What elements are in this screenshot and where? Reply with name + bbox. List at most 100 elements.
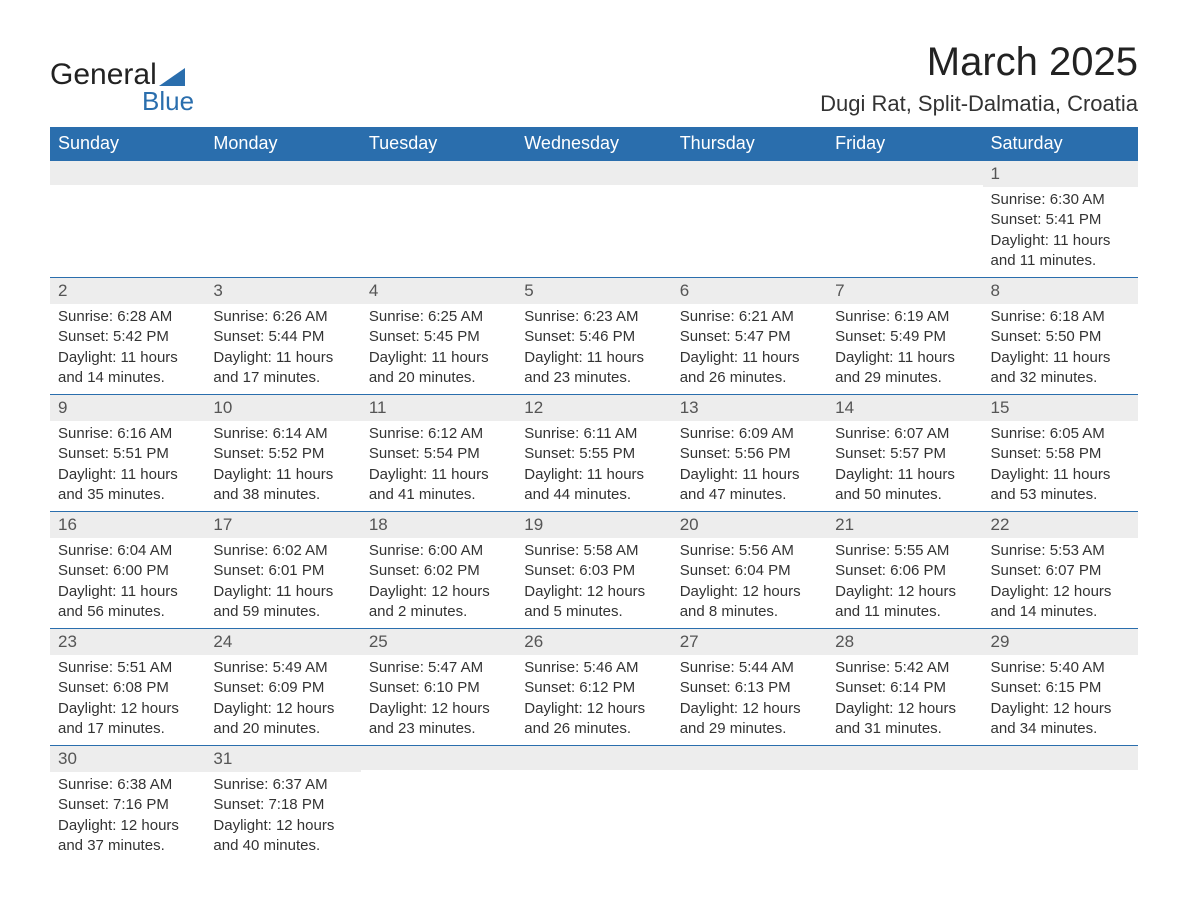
sunset-line: Sunset: 5:58 PM bbox=[991, 444, 1130, 464]
calendar-cell: 10Sunrise: 6:14 AMSunset: 5:52 PMDayligh… bbox=[205, 395, 360, 512]
sunrise-line: Sunrise: 6:30 AM bbox=[991, 190, 1130, 210]
daylight-line: Daylight: 11 hours and 59 minutes. bbox=[213, 582, 352, 623]
col-wednesday: Wednesday bbox=[516, 127, 671, 161]
calendar-cell: 2Sunrise: 6:28 AMSunset: 5:42 PMDaylight… bbox=[50, 278, 205, 395]
sunset-line: Sunset: 7:16 PM bbox=[58, 795, 197, 815]
calendar-cell: 20Sunrise: 5:56 AMSunset: 6:04 PMDayligh… bbox=[672, 512, 827, 629]
sunset-line: Sunset: 5:45 PM bbox=[369, 327, 508, 347]
day-number: 6 bbox=[672, 278, 827, 304]
calendar-cell: 4Sunrise: 6:25 AMSunset: 5:45 PMDaylight… bbox=[361, 278, 516, 395]
sunrise-line: Sunrise: 6:00 AM bbox=[369, 541, 508, 561]
day-content bbox=[50, 185, 205, 194]
day-content: Sunrise: 6:07 AMSunset: 5:57 PMDaylight:… bbox=[827, 421, 982, 511]
day-content bbox=[827, 185, 982, 194]
day-number bbox=[672, 746, 827, 770]
day-number: 19 bbox=[516, 512, 671, 538]
sunset-line: Sunset: 6:04 PM bbox=[680, 561, 819, 581]
day-number: 13 bbox=[672, 395, 827, 421]
daylight-line: Daylight: 12 hours and 2 minutes. bbox=[369, 582, 508, 623]
brand-triangle-icon bbox=[159, 68, 185, 86]
day-content: Sunrise: 6:14 AMSunset: 5:52 PMDaylight:… bbox=[205, 421, 360, 511]
calendar-cell: 9Sunrise: 6:16 AMSunset: 5:51 PMDaylight… bbox=[50, 395, 205, 512]
daylight-line: Daylight: 11 hours and 44 minutes. bbox=[524, 465, 663, 506]
day-number: 27 bbox=[672, 629, 827, 655]
calendar-cell: 13Sunrise: 6:09 AMSunset: 5:56 PMDayligh… bbox=[672, 395, 827, 512]
day-number bbox=[361, 746, 516, 770]
day-content: Sunrise: 5:44 AMSunset: 6:13 PMDaylight:… bbox=[672, 655, 827, 745]
calendar-cell: 17Sunrise: 6:02 AMSunset: 6:01 PMDayligh… bbox=[205, 512, 360, 629]
day-content: Sunrise: 6:25 AMSunset: 5:45 PMDaylight:… bbox=[361, 304, 516, 394]
daylight-line: Daylight: 11 hours and 56 minutes. bbox=[58, 582, 197, 623]
day-content: Sunrise: 5:55 AMSunset: 6:06 PMDaylight:… bbox=[827, 538, 982, 628]
day-number: 9 bbox=[50, 395, 205, 421]
sunset-line: Sunset: 6:07 PM bbox=[991, 561, 1130, 581]
day-content: Sunrise: 6:18 AMSunset: 5:50 PMDaylight:… bbox=[983, 304, 1138, 394]
sunset-line: Sunset: 6:00 PM bbox=[58, 561, 197, 581]
day-number: 7 bbox=[827, 278, 982, 304]
calendar-cell: 18Sunrise: 6:00 AMSunset: 6:02 PMDayligh… bbox=[361, 512, 516, 629]
sunrise-line: Sunrise: 5:58 AM bbox=[524, 541, 663, 561]
sunrise-line: Sunrise: 6:16 AM bbox=[58, 424, 197, 444]
day-number: 24 bbox=[205, 629, 360, 655]
daylight-line: Daylight: 11 hours and 53 minutes. bbox=[991, 465, 1130, 506]
daylight-line: Daylight: 11 hours and 20 minutes. bbox=[369, 348, 508, 389]
sunset-line: Sunset: 6:01 PM bbox=[213, 561, 352, 581]
calendar-cell: 27Sunrise: 5:44 AMSunset: 6:13 PMDayligh… bbox=[672, 629, 827, 746]
calendar-cell bbox=[983, 746, 1138, 863]
sunrise-line: Sunrise: 6:07 AM bbox=[835, 424, 974, 444]
daylight-line: Daylight: 12 hours and 17 minutes. bbox=[58, 699, 197, 740]
calendar-cell bbox=[361, 746, 516, 863]
sunrise-line: Sunrise: 5:55 AM bbox=[835, 541, 974, 561]
day-content: Sunrise: 5:51 AMSunset: 6:08 PMDaylight:… bbox=[50, 655, 205, 745]
day-number bbox=[827, 161, 982, 185]
col-tuesday: Tuesday bbox=[361, 127, 516, 161]
daylight-line: Daylight: 11 hours and 29 minutes. bbox=[835, 348, 974, 389]
day-number: 3 bbox=[205, 278, 360, 304]
calendar-cell: 16Sunrise: 6:04 AMSunset: 6:00 PMDayligh… bbox=[50, 512, 205, 629]
sunset-line: Sunset: 5:46 PM bbox=[524, 327, 663, 347]
sunrise-line: Sunrise: 6:05 AM bbox=[991, 424, 1130, 444]
sunrise-line: Sunrise: 5:49 AM bbox=[213, 658, 352, 678]
sunset-line: Sunset: 5:47 PM bbox=[680, 327, 819, 347]
brand-name-part2: Blue bbox=[142, 86, 194, 117]
day-content bbox=[672, 770, 827, 779]
sunset-line: Sunset: 6:08 PM bbox=[58, 678, 197, 698]
calendar-cell: 3Sunrise: 6:26 AMSunset: 5:44 PMDaylight… bbox=[205, 278, 360, 395]
daylight-line: Daylight: 12 hours and 14 minutes. bbox=[991, 582, 1130, 623]
calendar-cell bbox=[672, 746, 827, 863]
calendar-cell: 21Sunrise: 5:55 AMSunset: 6:06 PMDayligh… bbox=[827, 512, 982, 629]
sunrise-line: Sunrise: 6:38 AM bbox=[58, 775, 197, 795]
day-number: 5 bbox=[516, 278, 671, 304]
sunrise-line: Sunrise: 5:44 AM bbox=[680, 658, 819, 678]
sunrise-line: Sunrise: 5:42 AM bbox=[835, 658, 974, 678]
day-content: Sunrise: 6:04 AMSunset: 6:00 PMDaylight:… bbox=[50, 538, 205, 628]
sunset-line: Sunset: 6:03 PM bbox=[524, 561, 663, 581]
day-number bbox=[516, 746, 671, 770]
day-number: 29 bbox=[983, 629, 1138, 655]
day-content bbox=[516, 185, 671, 194]
calendar-table: Sunday Monday Tuesday Wednesday Thursday… bbox=[50, 127, 1138, 862]
calendar-cell bbox=[205, 161, 360, 278]
day-content bbox=[516, 770, 671, 779]
calendar-cell bbox=[672, 161, 827, 278]
sunset-line: Sunset: 5:41 PM bbox=[991, 210, 1130, 230]
daylight-line: Daylight: 12 hours and 31 minutes. bbox=[835, 699, 974, 740]
daylight-line: Daylight: 11 hours and 35 minutes. bbox=[58, 465, 197, 506]
month-title: March 2025 bbox=[820, 40, 1138, 85]
calendar-cell: 5Sunrise: 6:23 AMSunset: 5:46 PMDaylight… bbox=[516, 278, 671, 395]
day-header-row: Sunday Monday Tuesday Wednesday Thursday… bbox=[50, 127, 1138, 161]
daylight-line: Daylight: 11 hours and 14 minutes. bbox=[58, 348, 197, 389]
day-number: 14 bbox=[827, 395, 982, 421]
day-content bbox=[361, 185, 516, 194]
calendar-cell: 6Sunrise: 6:21 AMSunset: 5:47 PMDaylight… bbox=[672, 278, 827, 395]
day-content bbox=[827, 770, 982, 779]
sunset-line: Sunset: 5:50 PM bbox=[991, 327, 1130, 347]
day-number: 31 bbox=[205, 746, 360, 772]
sunrise-line: Sunrise: 6:26 AM bbox=[213, 307, 352, 327]
sunrise-line: Sunrise: 5:47 AM bbox=[369, 658, 508, 678]
sunrise-line: Sunrise: 6:21 AM bbox=[680, 307, 819, 327]
daylight-line: Daylight: 11 hours and 23 minutes. bbox=[524, 348, 663, 389]
daylight-line: Daylight: 12 hours and 5 minutes. bbox=[524, 582, 663, 623]
sunset-line: Sunset: 5:57 PM bbox=[835, 444, 974, 464]
daylight-line: Daylight: 11 hours and 11 minutes. bbox=[991, 231, 1130, 272]
